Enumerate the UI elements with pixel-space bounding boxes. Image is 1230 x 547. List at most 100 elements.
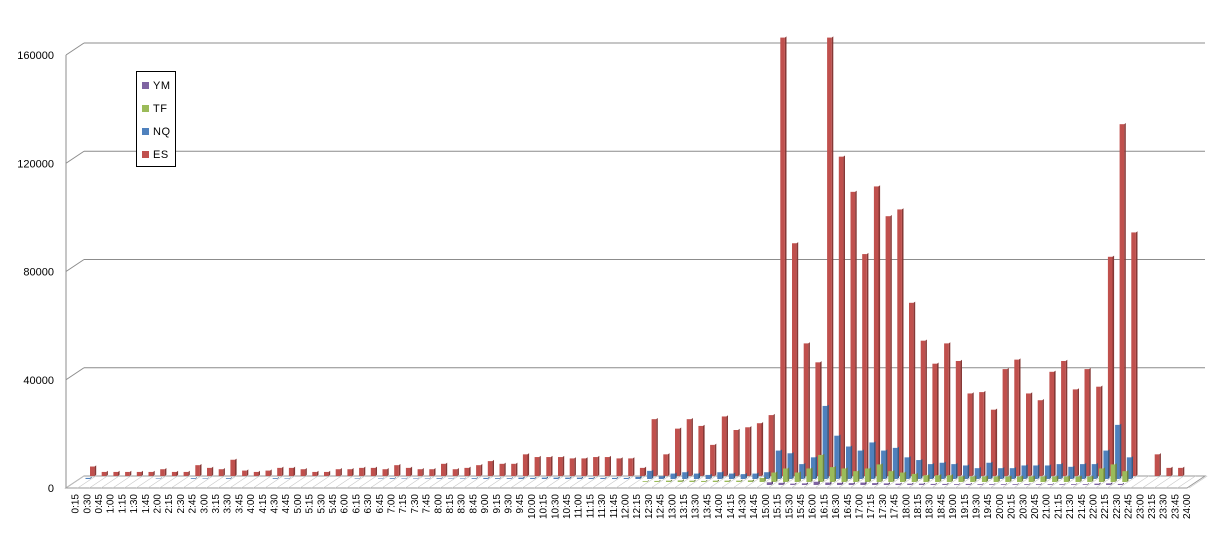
bar xyxy=(848,483,854,485)
bar xyxy=(813,481,819,485)
bar-side xyxy=(129,470,132,476)
bar xyxy=(581,458,586,476)
bar-side xyxy=(897,446,899,479)
legend-label-ym: YM xyxy=(153,79,171,92)
bar-side xyxy=(597,455,600,476)
x-tick-label: 18:45 xyxy=(936,494,947,519)
bar xyxy=(670,473,676,479)
bar xyxy=(888,471,893,482)
bar xyxy=(954,484,959,485)
bar-side xyxy=(1100,385,1103,476)
floor-line xyxy=(451,475,471,489)
x-tick-label: 0:30 xyxy=(82,494,93,514)
bar xyxy=(815,362,820,476)
bar-side xyxy=(913,301,916,476)
bar-side xyxy=(1182,466,1185,476)
bar xyxy=(981,476,987,482)
bar xyxy=(803,343,809,476)
bar xyxy=(1080,464,1085,479)
floor-line xyxy=(194,475,213,489)
floor-line xyxy=(276,475,295,489)
bar xyxy=(829,467,835,482)
bar xyxy=(85,477,91,479)
bar-side xyxy=(1084,462,1087,479)
bar-side xyxy=(445,462,448,476)
bar xyxy=(768,415,774,476)
bar-side xyxy=(1072,465,1075,479)
bar xyxy=(394,465,399,476)
bar xyxy=(190,478,196,479)
bar xyxy=(920,340,926,476)
bar xyxy=(658,476,664,479)
bar xyxy=(717,472,722,479)
bar-side xyxy=(1112,255,1115,476)
floor-line xyxy=(1118,475,1138,489)
bar-side xyxy=(675,472,677,479)
x-tick-label: 8:15 xyxy=(445,494,456,514)
bar-side xyxy=(359,477,361,479)
bar xyxy=(1012,484,1018,485)
bar xyxy=(1087,476,1092,482)
bar-side xyxy=(511,476,513,479)
bar-side xyxy=(792,452,794,479)
bar xyxy=(448,478,453,479)
bar-side xyxy=(920,458,923,479)
bar-side xyxy=(1014,466,1016,479)
y-tick-label: 120000 xyxy=(17,158,54,170)
legend: YM TF NQ ES xyxy=(136,71,176,167)
bar xyxy=(693,473,699,479)
bar xyxy=(1122,471,1127,482)
floor-line xyxy=(545,475,564,489)
bar xyxy=(909,302,914,476)
bar xyxy=(701,480,706,482)
bar-side xyxy=(387,468,389,476)
bar-side xyxy=(857,469,860,482)
bar xyxy=(1005,476,1010,482)
bar-side xyxy=(1030,392,1033,476)
bar xyxy=(225,478,231,479)
x-tick-label: 23:45 xyxy=(1170,494,1181,519)
bar xyxy=(841,468,847,482)
bar xyxy=(218,469,224,476)
bar-side xyxy=(235,458,237,476)
bar-side xyxy=(352,468,354,476)
floor-line xyxy=(206,475,225,489)
bar-side xyxy=(784,36,787,476)
bar-side xyxy=(986,475,989,482)
bar-side xyxy=(878,185,881,476)
bar-side xyxy=(939,474,942,482)
bar xyxy=(787,453,793,479)
x-tick-label: 2:00 xyxy=(153,494,164,514)
bar xyxy=(705,474,711,479)
bar-side xyxy=(991,461,993,479)
bar xyxy=(1056,464,1062,479)
x-tick-label: 4:15 xyxy=(258,494,269,514)
bar xyxy=(1107,256,1113,476)
bar-side xyxy=(118,470,120,476)
bar xyxy=(838,156,844,476)
bar xyxy=(207,467,212,476)
bar-side xyxy=(850,445,853,479)
floor-line xyxy=(568,475,588,489)
bar xyxy=(1115,424,1120,479)
bar-side xyxy=(948,342,951,476)
bar xyxy=(792,243,797,476)
bar xyxy=(1082,484,1088,485)
bar xyxy=(459,478,465,479)
bar xyxy=(990,409,996,476)
x-tick-label: 18:00 xyxy=(901,494,912,519)
legend-label-nq: NQ xyxy=(153,125,171,138)
bar xyxy=(897,209,902,476)
bar xyxy=(1119,124,1125,476)
bar-side xyxy=(808,342,810,476)
bar-side xyxy=(1091,475,1094,482)
bar xyxy=(967,393,973,476)
bar xyxy=(778,482,784,485)
bar-side xyxy=(717,479,719,482)
x-tick-label: 15:45 xyxy=(796,494,807,519)
bar-side xyxy=(363,466,366,476)
x-tick-label: 17:00 xyxy=(855,494,866,519)
bar xyxy=(1096,386,1101,476)
bar xyxy=(1084,369,1090,476)
x-tick-label: 15:15 xyxy=(773,494,784,519)
